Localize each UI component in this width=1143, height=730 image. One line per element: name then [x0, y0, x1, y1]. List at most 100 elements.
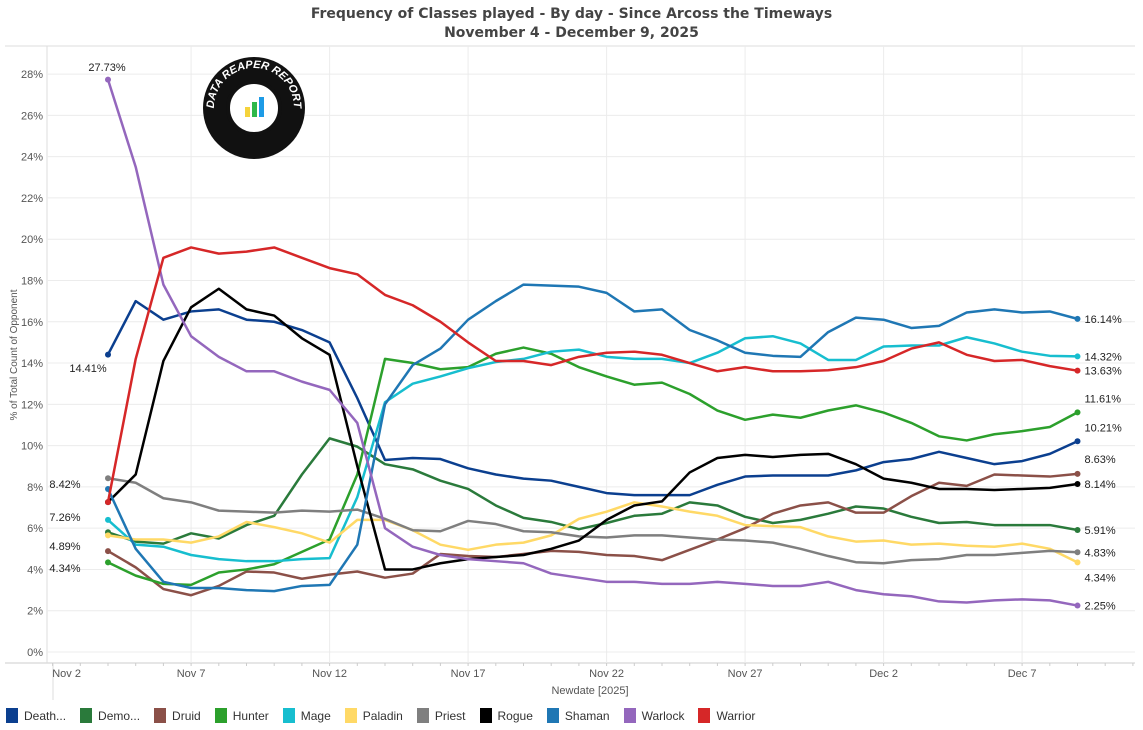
series-start-point — [105, 351, 111, 358]
y-tick-label: 28% — [21, 69, 43, 81]
chart-title: Frequency of Classes played - By day - S… — [310, 6, 833, 22]
end-data-label: 11.61% — [1085, 393, 1122, 405]
legend-item[interactable]: Warrior — [698, 708, 755, 723]
series-start-point — [105, 516, 111, 523]
y-tick-label: 4% — [27, 564, 43, 576]
series-start-point — [105, 475, 111, 482]
series-end-point — [1074, 549, 1081, 556]
y-tick-label: 2% — [27, 606, 43, 618]
series-start-point — [105, 76, 111, 83]
series-line-mage — [107, 334, 1078, 563]
y-tick-label: 16% — [21, 317, 43, 329]
end-data-label: 8.14% — [1085, 479, 1116, 491]
series-line-paladin — [107, 501, 1079, 564]
legend-swatch — [6, 708, 18, 723]
series-start-point — [105, 548, 111, 555]
x-tick-label: Nov 22 — [589, 668, 624, 680]
legend-label: Priest — [434, 708, 466, 723]
series-start-point — [105, 499, 111, 506]
x-axis-title: Newdate [2025] — [551, 685, 628, 697]
end-data-label: 2.25% — [1085, 601, 1116, 613]
legend-item[interactable]: Priest — [416, 708, 466, 723]
series-end-point — [1074, 438, 1081, 445]
series-line-hunter — [107, 346, 1079, 587]
series-line-demon-hunter — [107, 437, 1078, 545]
legend-item[interactable]: Death... — [6, 708, 66, 723]
start-data-label: 14.41% — [69, 363, 107, 375]
legend-swatch — [214, 708, 227, 723]
legend-label: Shaman — [564, 708, 610, 723]
series-line-druid — [107, 472, 1078, 597]
legend-swatch — [546, 708, 559, 723]
legend-item[interactable]: Warlock — [623, 708, 685, 723]
series-end-point — [1074, 480, 1081, 487]
x-tick-label: Nov 17 — [451, 668, 486, 680]
end-data-label: 10.21% — [1085, 422, 1123, 434]
y-tick-label: 10% — [21, 441, 43, 453]
series-end-point — [1074, 353, 1081, 360]
y-tick-label: 8% — [27, 482, 43, 494]
y-tick-label: 14% — [21, 358, 43, 370]
x-tick-label: Nov 7 — [177, 668, 206, 680]
data-reaper-logo: DATA REAPER REPORT — [203, 57, 305, 159]
legend: Death... Demo... Druid Hunter Mage Paladin Pri… — [6, 708, 769, 723]
legend-label: Demo... — [98, 708, 141, 723]
chart-subtitle: November 4 - December 9, 2025 — [444, 25, 699, 41]
legend-label: Hunter — [232, 708, 269, 723]
legend-swatch — [479, 708, 492, 723]
y-tick-label: 6% — [27, 523, 43, 535]
legend-item[interactable]: Druid — [154, 708, 201, 723]
start-data-label: 8.42% — [49, 479, 80, 491]
series-line-rogue — [107, 287, 1078, 571]
series-end-point — [1074, 559, 1081, 566]
legend-label: Warrior — [716, 708, 756, 723]
start-data-label: 27.73% — [88, 62, 126, 74]
logo-bar — [259, 97, 264, 117]
series-start-point — [105, 559, 111, 566]
legend-item[interactable]: Rogue — [479, 708, 533, 723]
end-data-label: 5.91% — [1085, 525, 1116, 537]
logo-bar — [245, 107, 250, 117]
end-data-label: 4.83% — [1085, 547, 1116, 559]
series-end-point — [1074, 527, 1081, 534]
legend-label: Paladin — [362, 708, 403, 723]
legend-item[interactable]: Hunter — [214, 708, 269, 723]
series-end-point — [1074, 470, 1081, 477]
legend-label: Druid — [172, 708, 201, 723]
legend-swatch — [344, 708, 357, 723]
y-tick-label: 26% — [21, 110, 43, 122]
y-axis-title: % of Total Count of Opponent — [9, 289, 20, 420]
legend-item[interactable]: Shaman — [546, 708, 610, 723]
series-line-warlock — [106, 79, 1078, 607]
series-end-point — [1074, 409, 1081, 416]
legend-item[interactable]: Mage — [282, 708, 331, 723]
legend-label: Mage — [300, 708, 331, 723]
series-line-warrior — [106, 246, 1078, 503]
series-end-point — [1074, 315, 1081, 322]
legend-swatch — [80, 708, 93, 723]
legend-label: Death... — [24, 708, 67, 723]
legend-swatch — [623, 708, 636, 723]
y-tick-label: 18% — [21, 275, 43, 287]
start-data-label: 4.89% — [49, 541, 80, 553]
end-data-label: 8.63% — [1085, 454, 1116, 466]
y-tick-label: 0% — [27, 647, 43, 659]
logo-bar — [252, 102, 257, 117]
x-tick-label: Dec 7 — [1008, 668, 1037, 680]
x-tick-label: Nov 2 — [52, 668, 81, 680]
legend-item[interactable]: Demo... — [80, 708, 140, 723]
series-end-point — [1074, 367, 1081, 374]
legend-swatch — [698, 708, 711, 723]
legend-swatch — [416, 708, 429, 723]
y-tick-label: 22% — [21, 193, 43, 205]
series-start-point — [105, 532, 111, 539]
legend-item[interactable]: Paladin — [344, 708, 403, 723]
legend-label: Warlock — [641, 708, 685, 723]
legend-swatch — [282, 708, 295, 723]
legend-label: Rogue — [497, 708, 533, 723]
start-data-label: 7.26% — [49, 512, 80, 524]
end-data-label: 4.34% — [1085, 572, 1116, 584]
x-tick-label: Dec 2 — [869, 668, 898, 680]
